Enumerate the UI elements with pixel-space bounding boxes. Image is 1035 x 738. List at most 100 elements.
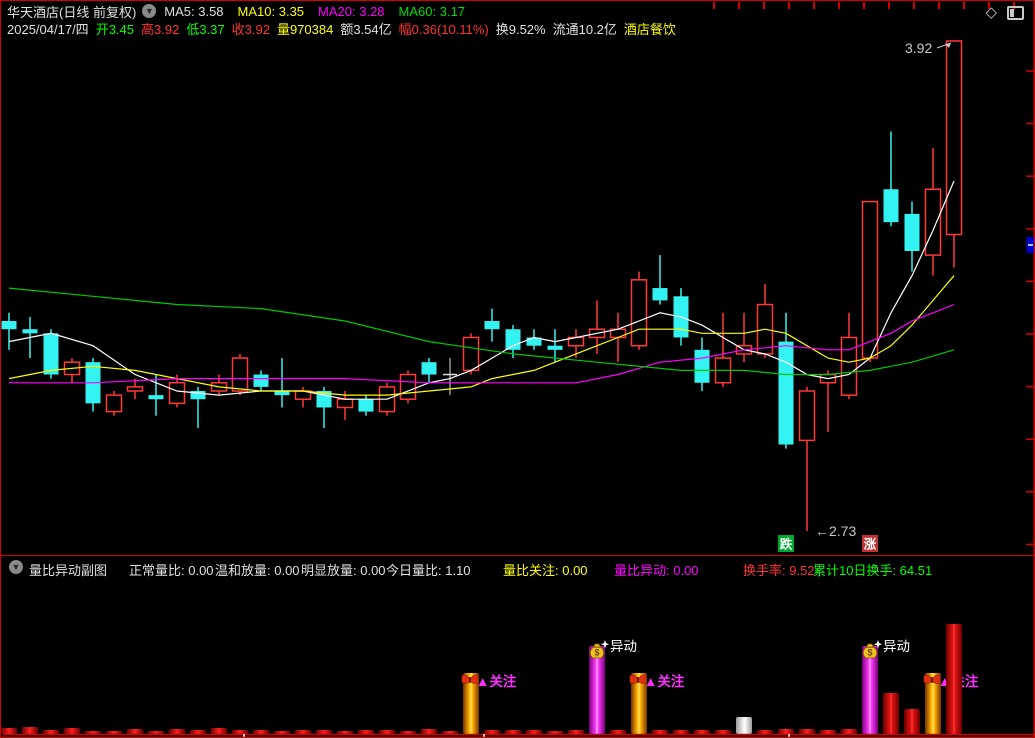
svg-text:跌: 跌 (780, 537, 793, 552)
bar-normal-red (609, 730, 627, 734)
bar-normal-red (672, 730, 690, 734)
bar-unusual-magenta (589, 646, 605, 734)
indicator-field-6: 换手率: 9.52 (743, 563, 815, 578)
quote-field-10: 酒店餐饮 (623, 21, 676, 37)
bar-normal-red (441, 731, 459, 734)
butterfly-icon (629, 674, 647, 684)
bar-normal-red (147, 731, 165, 734)
indicator-title: 量比异动副图 (29, 563, 108, 578)
money-bag-icon: $ (862, 640, 883, 659)
indicator-field-2: 明显放量: 0.00 (301, 563, 386, 578)
indicator-field-5: 量比异动: 0.00 (614, 563, 699, 578)
bar-focus-orange (463, 673, 479, 734)
bar-normal-red (294, 730, 312, 734)
star-icon (600, 640, 610, 649)
ma-label-0: MA5: 3.58 (164, 3, 224, 19)
diamond-icon[interactable]: ◇ (985, 4, 997, 21)
butterfly-icon (461, 674, 479, 684)
bar-normal-red (231, 730, 249, 734)
quote-info-row: 2025/04/17/四 开3.45 高3.92 低3.37 收3.92 量970384 额… (7, 20, 1007, 37)
bar-focus-orange (925, 673, 941, 734)
bar-normal-red (168, 729, 186, 734)
bar-normal-red (777, 729, 795, 734)
quote-field-4: 收3.92 (231, 21, 270, 37)
bar-normal-red (819, 730, 837, 734)
bar-normal-red (273, 731, 291, 734)
quote-field-7: 幅0.36(10.11%) (398, 21, 489, 37)
bar-normal-red (315, 730, 333, 734)
quote-field-8: 换9.52% (495, 21, 546, 37)
svg-text:$: $ (594, 648, 599, 658)
bar-tall-red (904, 709, 920, 734)
bar-normal-red (651, 730, 669, 734)
quote-field-9: 流通10.2亿 (552, 21, 617, 37)
bar-normal-red (840, 729, 858, 734)
price-annotation-1: ←2.73 (815, 523, 856, 539)
ma-line-MA5 (8, 180, 955, 400)
focus-label: ▲关注 (644, 673, 685, 689)
candles-layer (1, 40, 963, 531)
unusual-label: 异动 (610, 639, 637, 654)
bar-normal-red (420, 729, 438, 734)
ma-label-3: MA60: 3.17 (398, 3, 466, 19)
bar-normal-red (126, 729, 144, 734)
bar-normal-red (357, 730, 375, 734)
bar-normal-red (21, 727, 39, 734)
bar-white (736, 717, 752, 734)
chevron-down-circle-icon[interactable]: ▼ (9, 560, 23, 574)
panel-left-icon[interactable] (1007, 5, 1024, 20)
bar-normal-red (42, 730, 60, 734)
titlebar: 华天酒店(日线 前复权) ▼ MA5: 3.58 MA10: 3.35 MA20: … (7, 1, 1007, 37)
title-row: 华天酒店(日线 前复权) ▼ MA5: 3.58 MA10: 3.35 MA20: … (7, 3, 1007, 20)
volume-ratio-bars: ▲关注$异动▲关注$异动▲关注 (1, 624, 979, 734)
bar-normal-red (105, 731, 123, 734)
bar-normal-red (189, 730, 207, 734)
window-title: 华天酒店(日线 前复权) (7, 4, 137, 20)
chevron-down-circle-icon[interactable]: ▼ (142, 4, 157, 18)
ma-line-MA10 (8, 275, 955, 396)
bar-normal-red (378, 730, 396, 734)
indicator-field-3: 今日量比: 1.10 (386, 563, 471, 578)
bar-normal-red (798, 729, 816, 734)
indicator-field-0: 正常量比: 0.00 (129, 563, 214, 578)
bar-normal-red (483, 730, 501, 734)
focus-label: ▲关注 (476, 673, 517, 689)
bar-tall-red (883, 693, 899, 734)
quote-field-1: 开3.45 (95, 21, 134, 37)
bar-normal-red (336, 731, 354, 734)
window-controls: ◇ (985, 5, 1024, 20)
bar-normal-red (210, 728, 228, 734)
bar-normal-red (252, 730, 270, 734)
bar-normal-red (546, 731, 564, 734)
quote-field-5: 量970384 (276, 21, 334, 37)
quote-field-3: 低3.37 (186, 21, 225, 37)
money-bag-icon: $ (589, 640, 610, 659)
bar-normal-red (1, 728, 18, 734)
bar-normal-red (756, 730, 774, 734)
bar-normal-red (504, 730, 522, 734)
bar-normal-red (399, 731, 417, 734)
indicator-field-1: 温和放量: 0.00 (215, 563, 300, 578)
svg-text:涨: 涨 (864, 537, 877, 552)
ma-readouts: MA5: 3.58 MA10: 3.35 MA20: 3.28 MA60: 3.17 (164, 4, 479, 19)
bar-unusual-magenta (862, 646, 878, 734)
bar-normal-red (714, 730, 732, 734)
ma-label-2: MA20: 3.28 (318, 3, 385, 19)
indicator-field-4: 量比关注: 0.00 (503, 563, 588, 578)
limit-badge-跌 (778, 535, 794, 552)
bar-normal-red (525, 730, 543, 734)
bar-normal-red (567, 730, 585, 734)
quote-field-2: 高3.92 (141, 21, 180, 37)
indicator-header: ▼ 量比异动副图 正常量比: 0.00 温和放量: 0.00 明显放量: 0.00 今… (1, 558, 1034, 578)
bar-normal-red (63, 728, 81, 734)
limit-badge-涨 (862, 535, 878, 552)
ma-line-MA20 (9, 303, 955, 384)
bar-tall-red (946, 624, 962, 734)
bar-focus-orange (631, 673, 647, 734)
price-annotation-0: 3.92 (905, 40, 932, 56)
bar-normal-red (693, 730, 711, 734)
ma-label-1: MA10: 3.35 (237, 3, 305, 19)
unusual-label: 异动 (883, 639, 910, 654)
